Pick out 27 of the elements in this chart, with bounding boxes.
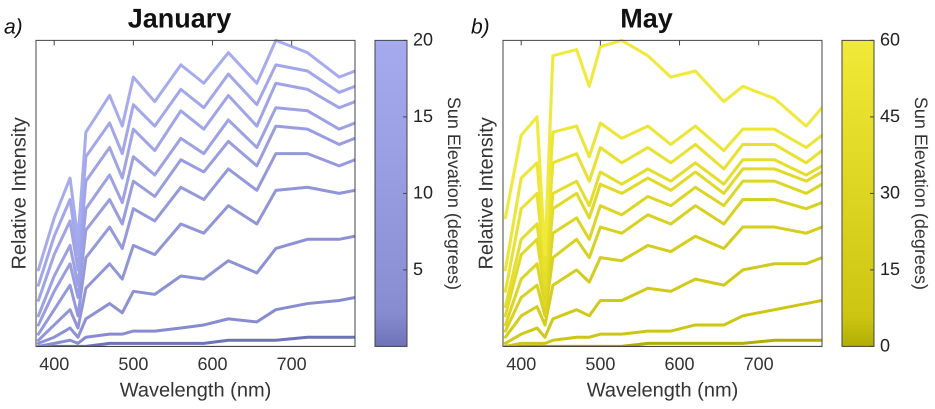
- color-bar-label: 5: [413, 258, 424, 279]
- chart-title: January: [128, 4, 232, 34]
- x-axis-title: Wavelength (nm): [120, 380, 272, 402]
- color-bar-title: Sun Elevation (degrees): [911, 96, 932, 290]
- x-axis-title: Wavelength (nm): [586, 380, 738, 402]
- y-axis-title: Relative Intensity: [8, 117, 31, 270]
- x-tick-label: 700: [276, 354, 307, 374]
- color-bar-title: Sun Elevation (degrees): [444, 96, 464, 290]
- color-bar-label: 15: [880, 258, 900, 279]
- y-axis-title: Relative Intensity: [476, 117, 498, 270]
- color-bar-label: 10: [413, 182, 434, 202]
- text: a): [4, 16, 23, 39]
- x-tick-label: 600: [197, 354, 228, 374]
- color-bar-label: 45: [880, 106, 900, 126]
- x-tick-label: 500: [585, 354, 616, 374]
- x-tick-label: 700: [744, 354, 774, 374]
- color-bar-label: 30: [880, 182, 900, 202]
- text: b): [471, 16, 490, 39]
- x-tick-label: 400: [506, 354, 536, 374]
- color-bar-label: 60: [880, 29, 900, 50]
- x-tick-label: 500: [118, 354, 148, 374]
- x-tick-label: 600: [664, 354, 695, 374]
- color-bar-label: 20: [413, 29, 434, 50]
- x-tick-label: 400: [39, 354, 70, 374]
- chart-title: May: [620, 4, 673, 34]
- color-bar-label: 15: [413, 106, 434, 126]
- color-bar-label: 0: [880, 335, 890, 356]
